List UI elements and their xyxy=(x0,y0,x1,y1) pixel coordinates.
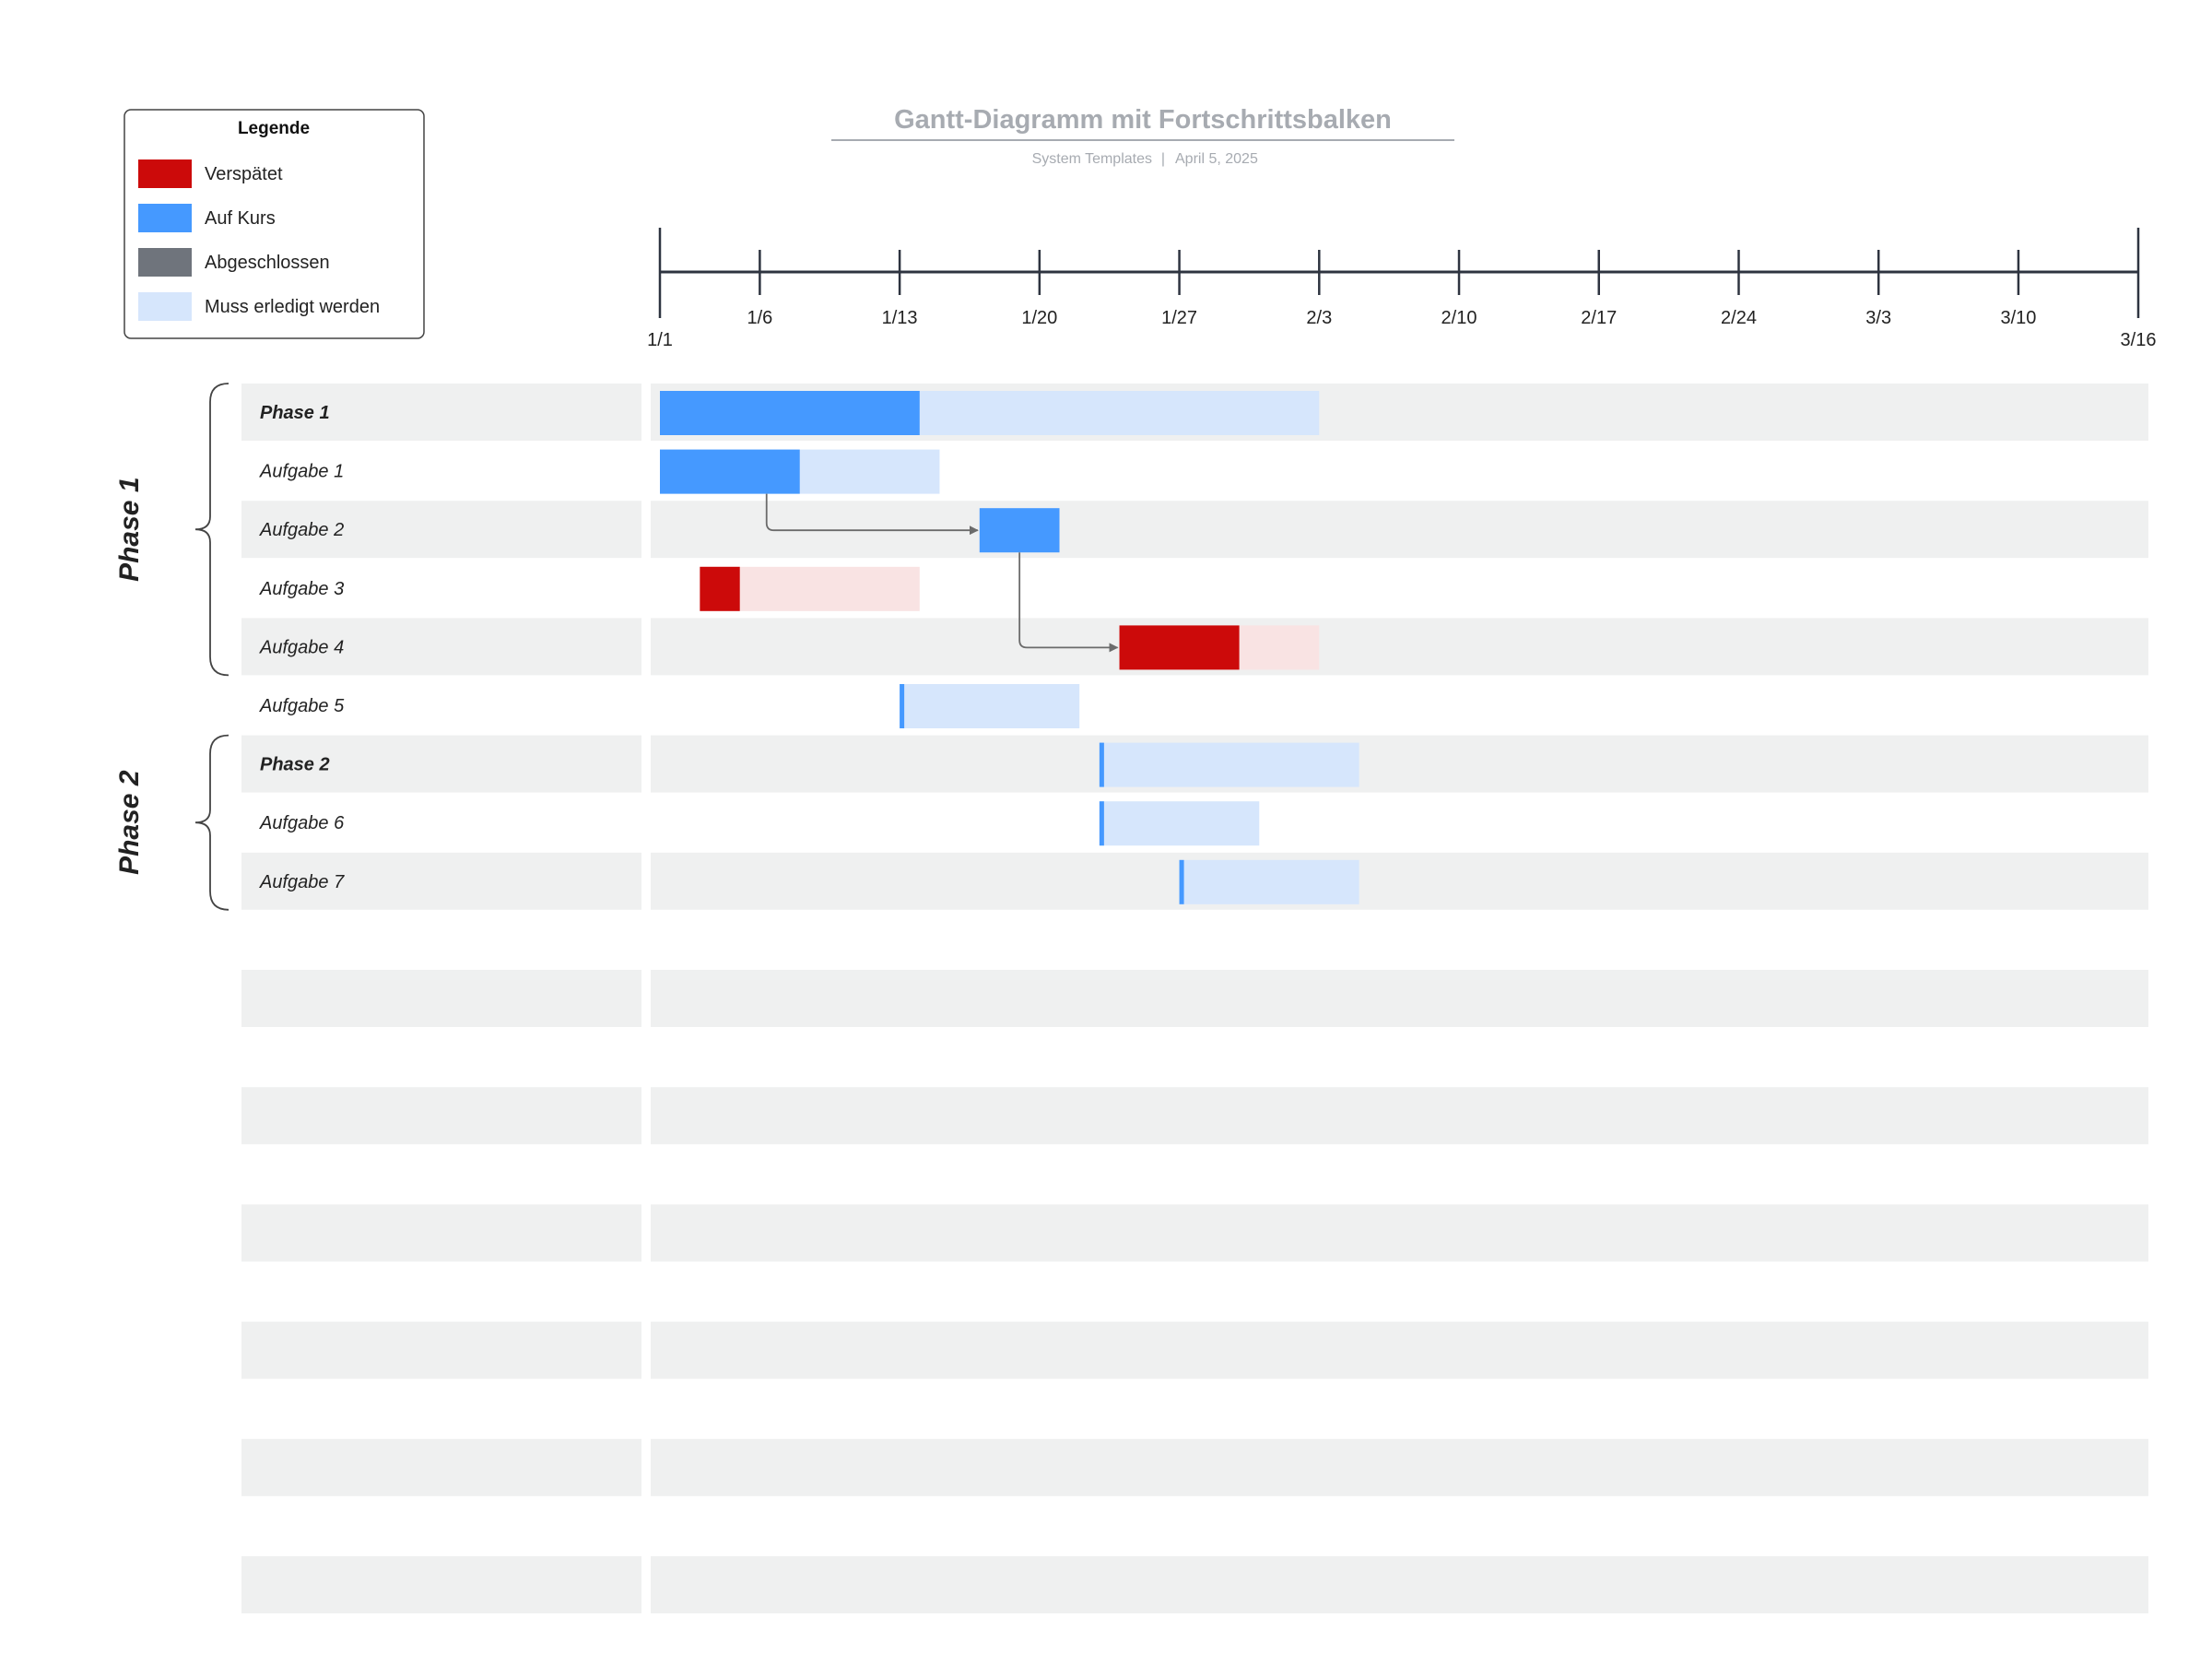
row-chart-band xyxy=(651,852,2148,910)
legend-title: Legende xyxy=(238,119,310,138)
row-label-band xyxy=(241,501,641,559)
task-row-label: Aufgabe 4 xyxy=(259,637,344,657)
group-label: Phase 2 xyxy=(114,770,145,875)
row-chart-band xyxy=(651,735,2148,793)
legend-swatch xyxy=(138,159,192,188)
axis-tick-label: 1/6 xyxy=(747,308,772,328)
subtitle-date: April 5, 2025 xyxy=(1175,151,1258,167)
legend-label: Auf Kurs xyxy=(205,208,276,229)
row-chart-band xyxy=(651,1087,2148,1145)
task-bar-progress[interactable] xyxy=(900,684,905,728)
axis-tick-label: 2/3 xyxy=(1306,308,1332,328)
row-bands: Phase 1 Aufgabe 1 Aufgabe 2 Aufgabe 3 Aufgab… xyxy=(241,384,2148,1613)
legend: Legende Verspätet Auf Kurs Abgeschlossen Mu… xyxy=(124,109,425,339)
row-label-band xyxy=(241,852,641,910)
legend-label: Muss erledigt werden xyxy=(205,297,380,317)
phase-row-label: Phase 1 xyxy=(260,403,330,423)
group-bracket xyxy=(194,383,229,677)
legend-swatch xyxy=(138,204,192,232)
group-bracket xyxy=(194,734,229,911)
task-bars xyxy=(660,391,1359,904)
legend-label: Verspätet xyxy=(205,164,283,184)
axis-tick-label: 1/20 xyxy=(1021,308,1057,328)
task-bar-progress[interactable] xyxy=(1179,859,1184,904)
group-brackets: Phase 1 Phase 2 xyxy=(114,383,229,911)
task-row-label: Aufgabe 3 xyxy=(259,579,344,599)
group-label: Phase 1 xyxy=(114,477,145,581)
row-chart-band xyxy=(651,1204,2148,1262)
axis-tick-label: 3/3 xyxy=(1865,308,1891,328)
task-bar-progress[interactable] xyxy=(660,391,920,435)
task-bar-progress[interactable] xyxy=(1099,801,1104,846)
task-bar-progress[interactable] xyxy=(660,449,800,494)
task-bar-remaining[interactable] xyxy=(1099,742,1359,787)
row-chart-band xyxy=(651,1438,2148,1496)
axis-tick-label: 2/17 xyxy=(1581,308,1617,328)
axis-tick-label: 3/16 xyxy=(2121,330,2157,350)
row-chart-band xyxy=(651,970,2148,1027)
row-chart-band xyxy=(651,1556,2148,1613)
task-bar-remaining[interactable] xyxy=(1099,801,1260,846)
row-label-band xyxy=(241,618,641,676)
legend-swatch xyxy=(138,292,192,321)
axis-tick-label: 1/13 xyxy=(882,308,918,328)
task-bar-remaining[interactable] xyxy=(900,684,1080,728)
subtitle-separator: | xyxy=(1161,151,1165,167)
row-chart-band xyxy=(651,618,2148,676)
legend-label: Abgeschlossen xyxy=(205,253,330,273)
subtitle-source: System Templates xyxy=(1032,151,1152,167)
timeline-axis: 1/1 1/6 1/13 1/20 1/27 2/3 2/10 2/17 2/24 3/3 3/10… xyxy=(647,228,2156,350)
axis-tick-label: 2/24 xyxy=(1721,308,1757,328)
task-row-label: Aufgabe 5 xyxy=(259,696,345,716)
axis-tick-label: 2/10 xyxy=(1441,308,1477,328)
row-label-band xyxy=(241,1438,641,1496)
row-label-band xyxy=(241,1204,641,1262)
row-label-band xyxy=(241,735,641,793)
phase-row-label: Phase 2 xyxy=(260,755,330,775)
dependency-arrow xyxy=(1018,552,1119,653)
row-chart-band xyxy=(651,501,2148,559)
task-bar-progress[interactable] xyxy=(1119,625,1240,670)
task-bar-progress[interactable] xyxy=(700,566,740,611)
row-label-band xyxy=(241,384,641,441)
task-bar-remaining[interactable] xyxy=(1179,859,1359,904)
task-row-label: Aufgabe 1 xyxy=(259,462,344,482)
legend-swatch xyxy=(138,248,192,277)
dependency-arrow xyxy=(765,493,979,536)
row-label-band xyxy=(241,1321,641,1379)
task-bar-progress[interactable] xyxy=(1099,742,1104,787)
row-label-band xyxy=(241,970,641,1027)
task-bar-progress[interactable] xyxy=(979,508,1060,553)
legend-box xyxy=(124,109,425,339)
row-label-band xyxy=(241,1556,641,1613)
title-block: Gantt-Diagramm mit Fortschrittsbalken Sy… xyxy=(831,105,1454,167)
axis-tick-label: 1/1 xyxy=(647,330,673,350)
dependency-arrows xyxy=(765,493,1119,653)
axis-tick-label: 1/27 xyxy=(1161,308,1197,328)
task-row-label: Aufgabe 7 xyxy=(259,872,345,892)
axis-tick-label: 3/10 xyxy=(2000,308,2036,328)
row-label-band xyxy=(241,1087,641,1145)
task-row-label: Aufgabe 2 xyxy=(259,520,344,540)
task-row-label: Aufgabe 6 xyxy=(259,813,345,833)
chart-title: Gantt-Diagramm mit Fortschrittsbalken xyxy=(894,105,1392,135)
row-chart-band xyxy=(651,1321,2148,1379)
